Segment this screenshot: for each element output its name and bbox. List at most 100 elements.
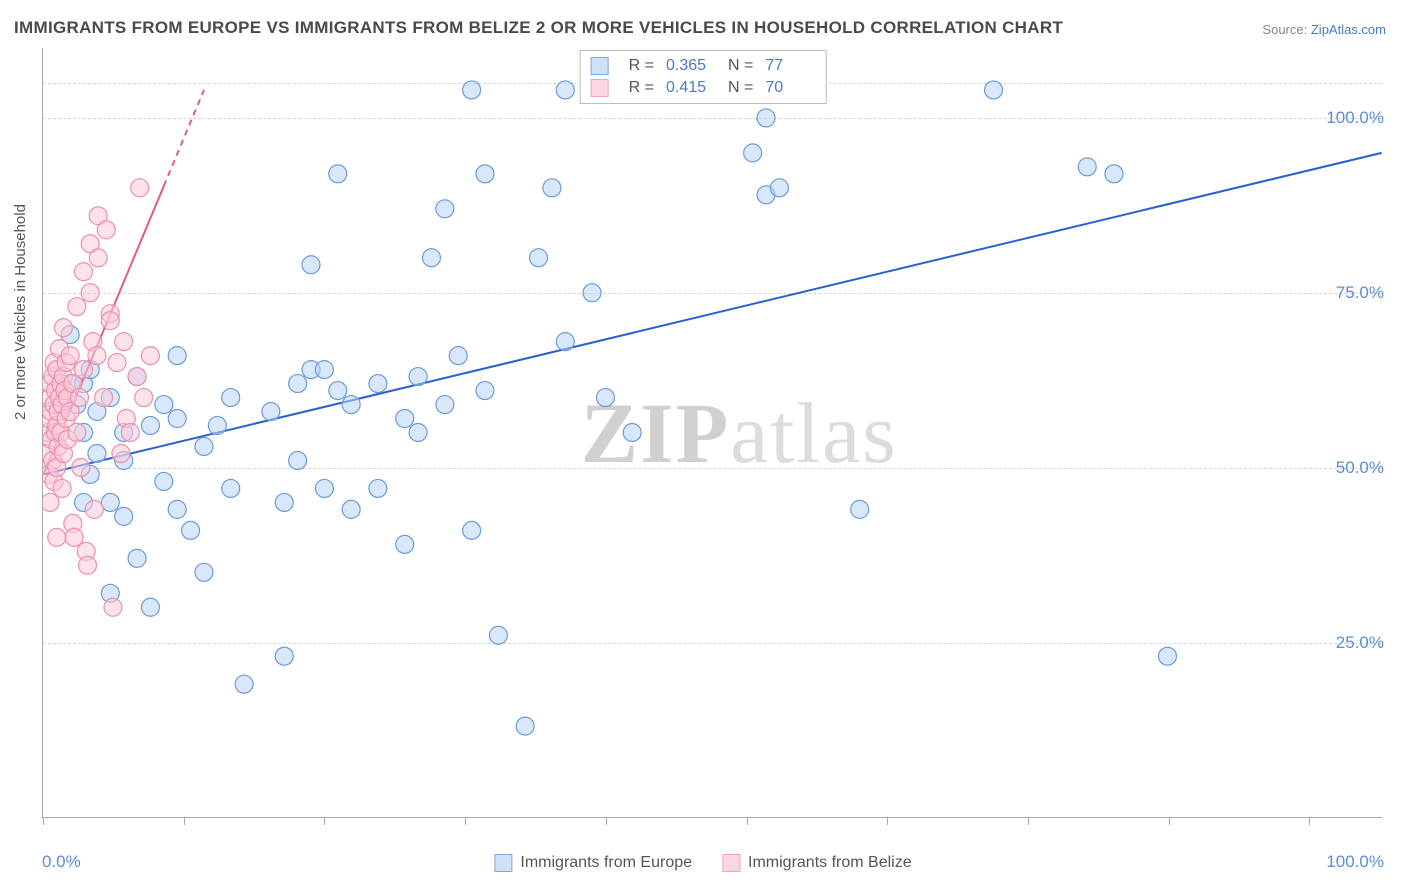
stats-legend: R =0.365N =77R =0.415N =70	[580, 50, 827, 104]
data-point	[275, 493, 293, 511]
data-point	[516, 717, 534, 735]
r-label: R =	[629, 57, 654, 75]
data-point	[556, 81, 574, 99]
data-point	[61, 347, 79, 365]
r-value: 0.415	[666, 79, 716, 97]
data-point	[222, 389, 240, 407]
data-point	[195, 563, 213, 581]
data-point	[141, 598, 159, 616]
source-label: Source:	[1262, 22, 1307, 37]
data-point	[54, 319, 72, 337]
data-point	[75, 361, 93, 379]
stats-legend-row: R =0.415N =70	[591, 77, 816, 99]
x-axis-max-label: 100.0%	[1326, 852, 1384, 872]
x-tick	[1309, 817, 1310, 825]
x-tick	[1169, 817, 1170, 825]
data-point	[463, 521, 481, 539]
data-point	[48, 528, 66, 546]
data-point	[289, 451, 307, 469]
data-point	[342, 500, 360, 518]
data-point	[68, 298, 86, 316]
data-point	[208, 417, 226, 435]
data-point	[315, 361, 333, 379]
data-point	[72, 458, 90, 476]
data-point	[79, 556, 97, 574]
data-point	[168, 410, 186, 428]
data-point	[182, 521, 200, 539]
data-point	[757, 109, 775, 127]
data-point	[68, 424, 86, 442]
data-point	[289, 375, 307, 393]
data-point	[463, 81, 481, 99]
n-label: N =	[728, 79, 753, 97]
data-point	[315, 479, 333, 497]
data-point	[168, 500, 186, 518]
data-point	[81, 284, 99, 302]
data-point	[476, 382, 494, 400]
data-point	[770, 179, 788, 197]
data-point	[851, 500, 869, 518]
source-attribution: Source: ZipAtlas.com	[1262, 22, 1386, 37]
data-point	[88, 444, 106, 462]
data-point	[449, 347, 467, 365]
data-point	[1105, 165, 1123, 183]
data-point	[369, 479, 387, 497]
x-tick	[1028, 817, 1029, 825]
data-point	[101, 493, 119, 511]
data-point	[396, 535, 414, 553]
data-point	[168, 347, 186, 365]
data-point	[409, 368, 427, 386]
data-point	[89, 249, 107, 267]
source-link[interactable]: ZipAtlas.com	[1311, 22, 1386, 37]
data-point	[476, 165, 494, 183]
data-point	[329, 165, 347, 183]
series-label: Immigrants from Europe	[520, 854, 692, 872]
data-point	[235, 675, 253, 693]
data-point	[135, 389, 153, 407]
x-tick	[184, 817, 185, 825]
scatter-svg	[43, 48, 1382, 817]
data-point	[396, 410, 414, 428]
data-point	[583, 284, 601, 302]
x-tick	[43, 817, 44, 825]
series-label: Immigrants from Belize	[748, 854, 912, 872]
data-point	[85, 500, 103, 518]
data-point	[195, 437, 213, 455]
trend-line	[43, 153, 1381, 475]
data-point	[88, 347, 106, 365]
series-legend-row: Immigrants from Belize	[722, 854, 912, 872]
data-point	[222, 479, 240, 497]
data-point	[108, 354, 126, 372]
series-legend-row: Immigrants from Europe	[494, 854, 692, 872]
data-point	[101, 312, 119, 330]
data-point	[128, 368, 146, 386]
data-point	[436, 200, 454, 218]
stats-legend-row: R =0.365N =77	[591, 55, 816, 77]
data-point	[530, 249, 548, 267]
data-point	[744, 144, 762, 162]
plot-area: ZIPatlas	[42, 48, 1382, 818]
x-tick	[606, 817, 607, 825]
data-point	[329, 382, 347, 400]
data-point	[596, 389, 614, 407]
data-point	[409, 424, 427, 442]
data-point	[422, 249, 440, 267]
data-point	[95, 389, 113, 407]
y-axis-label: 2 or more Vehicles in Household	[12, 204, 29, 420]
r-value: 0.365	[666, 57, 716, 75]
data-point	[104, 598, 122, 616]
n-label: N =	[728, 57, 753, 75]
trend-line-dash	[164, 90, 204, 186]
data-point	[115, 507, 133, 525]
data-point	[985, 81, 1003, 99]
data-point	[489, 626, 507, 644]
data-point	[275, 647, 293, 665]
data-point	[71, 389, 89, 407]
x-tick	[324, 817, 325, 825]
data-point	[112, 444, 130, 462]
chart-title: IMMIGRANTS FROM EUROPE VS IMMIGRANTS FRO…	[14, 18, 1063, 38]
data-point	[369, 375, 387, 393]
legend-swatch	[722, 854, 740, 872]
x-tick	[747, 817, 748, 825]
data-point	[141, 417, 159, 435]
